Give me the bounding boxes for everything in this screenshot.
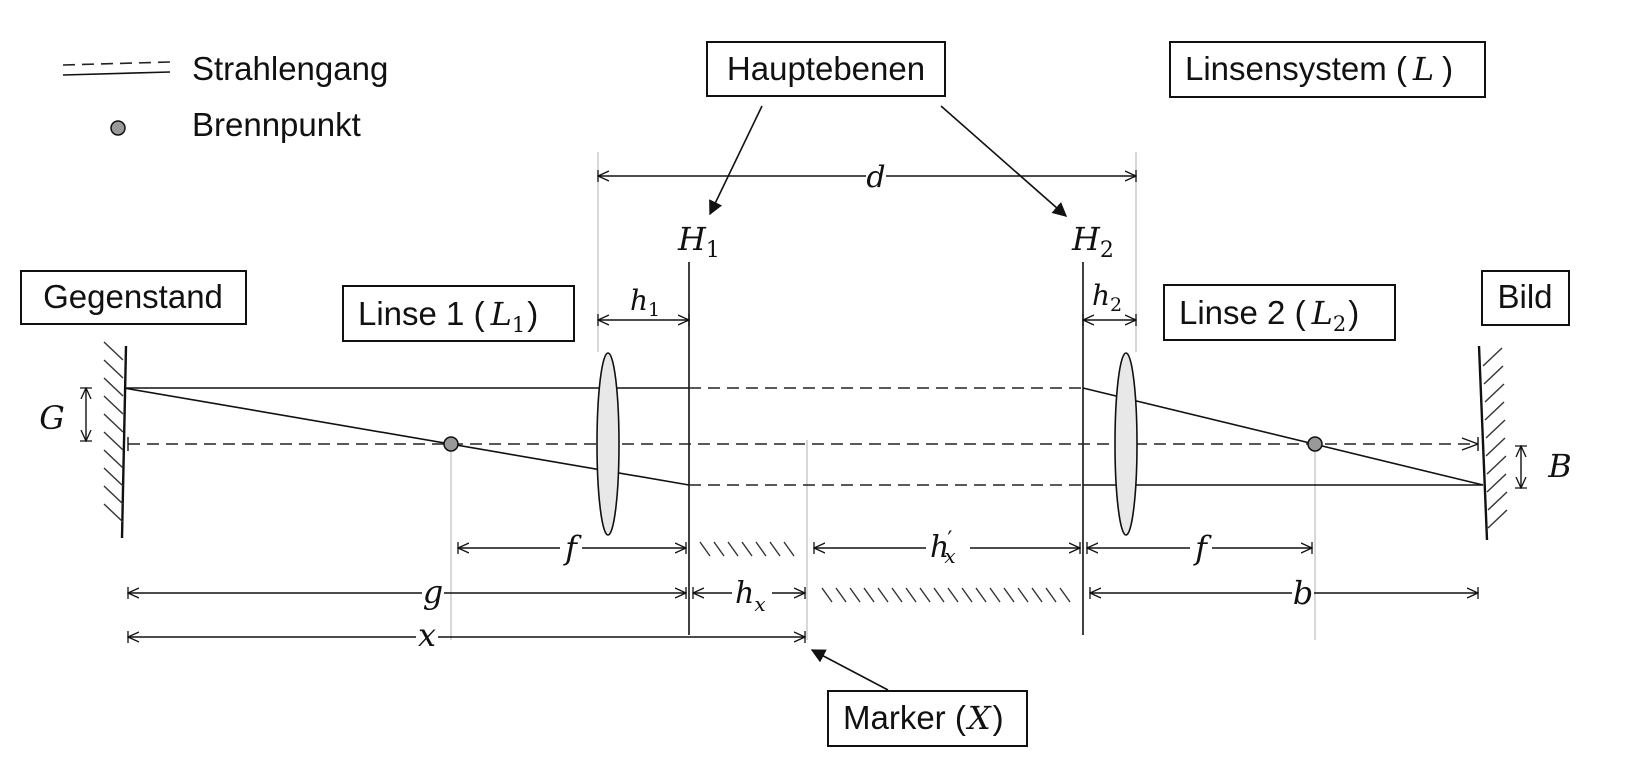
image-box: Bild [1481, 270, 1570, 326]
label-hx-prime: h′ x [930, 528, 956, 568]
legend-solid-line [62, 71, 171, 76]
label-H1: H1 [677, 220, 720, 263]
optical-axis-arrow-b [1461, 443, 1479, 451]
label-H2: H2 [1071, 220, 1114, 263]
lens1-label: Linse 1 (L1) [358, 295, 538, 337]
dim-hx-label-bg [732, 578, 772, 614]
ray-focal [123, 387, 1483, 486]
dim-x-label-bg [416, 625, 438, 653]
object-box: Gegenstand [20, 270, 247, 325]
label-hx: hx [735, 576, 766, 616]
principal-planes-box: Hauptebenen [706, 41, 946, 97]
label-d: d [866, 160, 885, 195]
hatch-long [821, 587, 1071, 603]
lens2-box: Linse 2 (L2) [1163, 284, 1396, 341]
optical-axis-arrow-a [1461, 437, 1479, 445]
arrow-to-H1 [709, 105, 763, 216]
hatch-short [699, 541, 795, 557]
object-wall [103, 341, 128, 539]
arrow-to-H2 [940, 105, 1068, 217]
label-x: x [418, 616, 436, 654]
label-b: b [1293, 574, 1313, 612]
dim-g-label-bg [422, 578, 444, 610]
lens-system-box: Linsensystem (L) [1169, 41, 1486, 98]
focal-point-left [443, 436, 459, 452]
legend-focal-point-icon [110, 120, 126, 136]
image-label: Bild [1497, 278, 1552, 315]
lens1-box: Linse 1 (L1) [342, 285, 575, 342]
dim-f-right-label-bg [1190, 532, 1212, 562]
legend-ray-path-label: Strahlengang [192, 50, 388, 87]
legend-dashed-line [62, 61, 171, 66]
focal-point-right [1307, 436, 1323, 452]
lens-system-label: Linsensystem (L) [1185, 50, 1453, 88]
marker-box: Marker (X) [827, 690, 1028, 747]
lens-2 [1114, 352, 1138, 536]
marker-label: Marker (X) [843, 699, 1004, 737]
label-G: G [39, 399, 65, 437]
dim-b-label-bg [1292, 578, 1314, 610]
image-wall [1477, 345, 1508, 541]
lens-1 [596, 352, 620, 536]
dim-f-left-label-bg [560, 532, 582, 562]
arrow-to-marker [810, 649, 889, 691]
dim-hx-prime-label-bg [926, 528, 970, 570]
label-h2: h2 [1092, 279, 1122, 316]
label-B: B [1547, 447, 1572, 485]
principal-planes-label: Hauptebenen [727, 50, 925, 87]
ray-parallel [124, 387, 1484, 486]
legend-focal-point-label: Brennpunkt [192, 106, 361, 143]
dim-d-label-bg [866, 160, 886, 188]
label-h1: h1 [630, 284, 660, 321]
lens2-label: Linse 2 (L2) [1179, 294, 1359, 336]
legend: Strahlengang Brennpunkt [62, 50, 388, 143]
object-label: Gegenstand [43, 278, 223, 315]
label-g: g [423, 573, 443, 611]
